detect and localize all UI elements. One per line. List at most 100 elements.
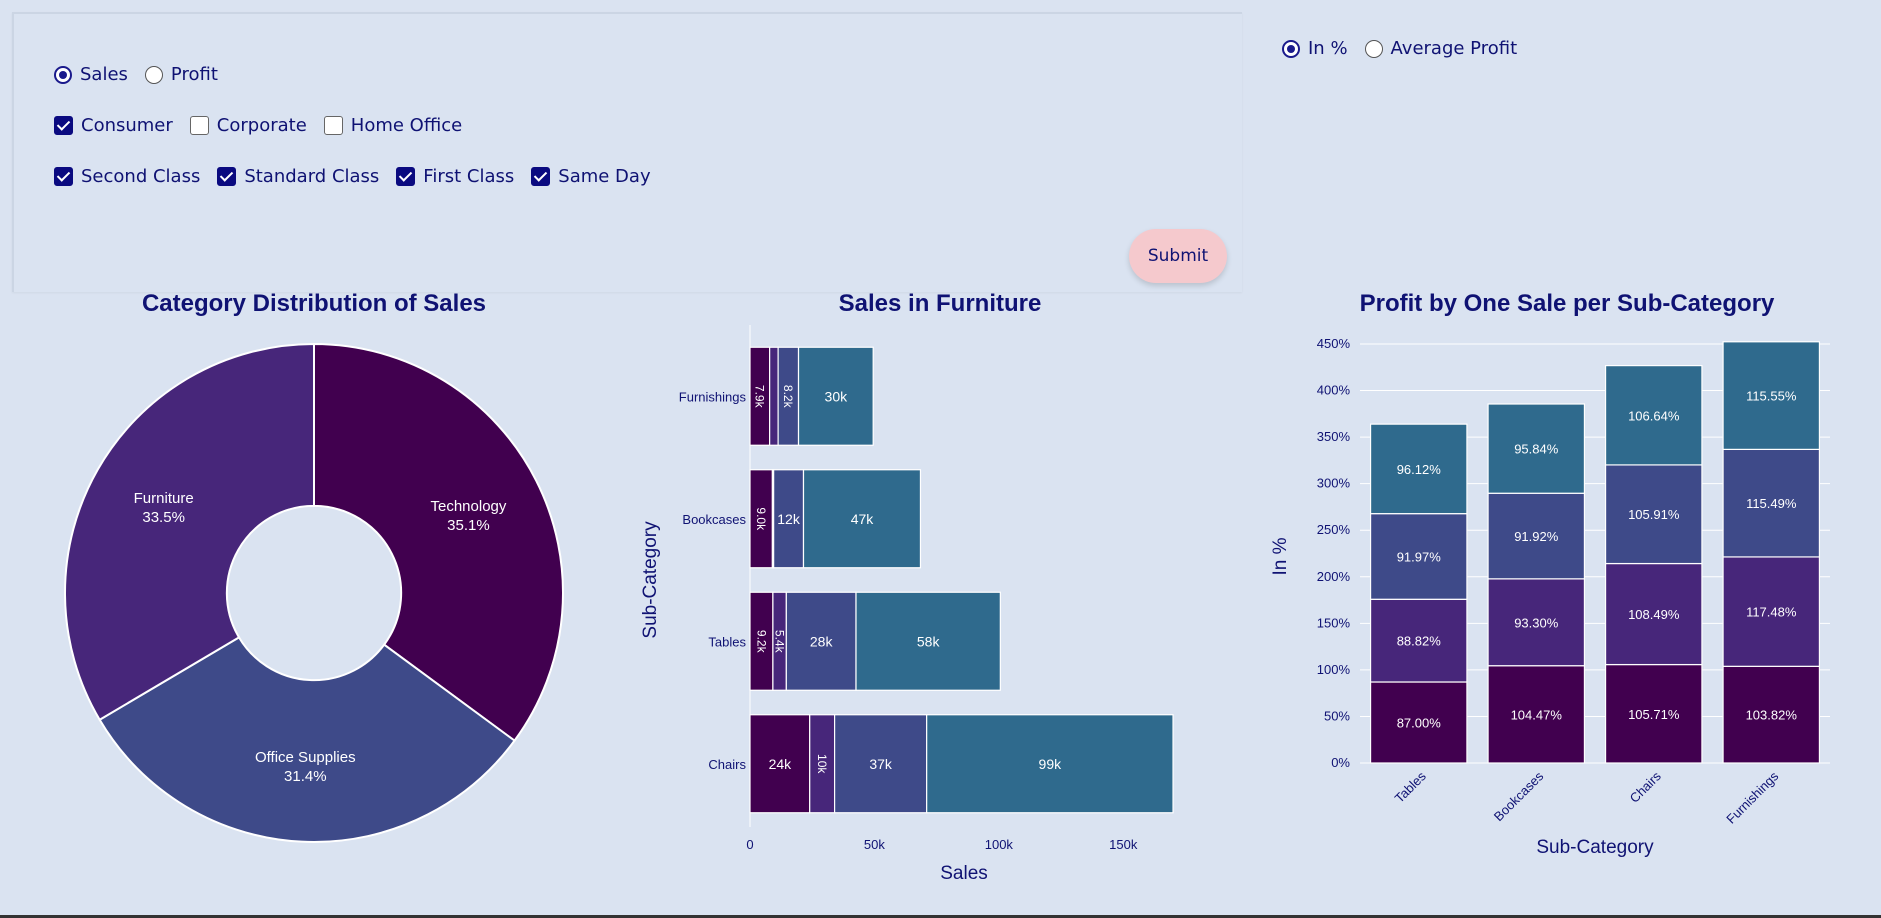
ship-option-same-day[interactable]: Same Day: [531, 166, 651, 187]
corporate-checkbox[interactable]: [189, 116, 209, 135]
bar-segment[interactable]: [1487, 578, 1586, 667]
consumer-checkbox[interactable]: [54, 116, 73, 135]
bar-data-label: 88.82%: [1397, 634, 1442, 649]
ship-option-standard-class[interactable]: Standard Class: [217, 166, 379, 187]
donut-slice-percent: 33.5%: [142, 509, 185, 526]
segment-label-home-office: Home Office: [350, 115, 463, 136]
bar-segment[interactable]: [1604, 365, 1703, 466]
donut-slice-label: Office Supplies 31.4%: [255, 749, 356, 785]
bar-data-label: 95.84%: [1514, 442, 1559, 457]
donut-slice-furniture[interactable]: [64, 342, 315, 722]
ship-label-standard-class: Standard Class: [244, 166, 380, 187]
x-tick-label: Bookcases: [1491, 768, 1547, 824]
donut-chart-title: Category Distribution of Sales: [141, 290, 487, 317]
bar-segment[interactable]: [769, 346, 779, 446]
y-tick-label: 300%: [1317, 476, 1351, 491]
segment-option-corporate[interactable]: Corporate: [189, 115, 307, 136]
bar-data-label: 103.82%: [1746, 708, 1798, 723]
bar-data-label: 47k: [851, 511, 875, 527]
bar-segment[interactable]: [855, 591, 1001, 691]
x-tick-label: Tables: [1392, 768, 1430, 806]
bar-data-label: 99k: [1039, 756, 1063, 772]
donut-slice-name: Technology: [431, 498, 507, 515]
sales-radio[interactable]: [54, 65, 72, 84]
x-axis-title: Sub-Category: [1536, 837, 1654, 858]
same-day-checkbox[interactable]: [531, 167, 551, 186]
profit-radio[interactable]: [144, 65, 163, 84]
y-tick-label: 100%: [1317, 662, 1351, 677]
bar-segment[interactable]: [1487, 403, 1586, 494]
bar-data-label: 37k: [869, 756, 893, 772]
bar-segment[interactable]: [1369, 598, 1468, 683]
ship-option-second-class[interactable]: Second Class: [54, 166, 200, 187]
bar-segment[interactable]: [1722, 556, 1821, 667]
y-tick-label: Bookcases: [682, 512, 746, 527]
segment-option-consumer[interactable]: Consumer: [54, 115, 173, 136]
ship-label-second-class: Second Class: [81, 166, 201, 187]
bar-segment[interactable]: [802, 469, 922, 569]
bar-data-label: 91.97%: [1397, 549, 1442, 564]
ship-option-first-class[interactable]: First Class: [396, 166, 514, 187]
bar-data-label: 93.30%: [1514, 615, 1559, 630]
donut-chart: Technology 35.1% Office Supplies 31.4% Furni…: [64, 342, 564, 843]
bar-segment[interactable]: [1604, 562, 1703, 666]
bar-segment[interactable]: [1487, 492, 1586, 580]
bar-segment[interactable]: [749, 714, 811, 814]
average-profit-radio[interactable]: [1364, 39, 1383, 58]
donut-slice-technology[interactable]: [313, 342, 564, 743]
bar-segment[interactable]: [834, 714, 928, 814]
profit-bar-chart: 0% 50% 100% 150% 200% 250% 300% 350% 400% 450% 87.…: [1270, 336, 1830, 858]
y-tick-label: 450%: [1317, 336, 1351, 351]
bar-segment[interactable]: [785, 591, 857, 691]
bar-segment[interactable]: [1369, 513, 1468, 600]
in-percent-radio[interactable]: [1282, 39, 1300, 58]
furniture-bar-chart: Furnishings 7.9k 8.2k 30k Bookcases 9.0k 12k 47…: [640, 325, 1174, 884]
bar-data-label: 12k: [777, 511, 801, 527]
submit-button[interactable]: Submit: [1129, 229, 1227, 283]
bar-segment[interactable]: [773, 469, 805, 569]
mode-option-average-profit[interactable]: Average Profit: [1364, 38, 1517, 59]
bar-data-label: 8.2k: [781, 385, 795, 409]
bar-segment[interactable]: [797, 346, 874, 446]
ship-label-first-class: First Class: [423, 166, 515, 187]
y-tick-label: Tables: [708, 634, 746, 649]
measure-option-profit[interactable]: Profit: [144, 64, 218, 85]
bar-data-label: 7.9k: [753, 385, 767, 409]
bottom-border: [0, 915, 1881, 918]
bar-data-label: 24k: [769, 756, 793, 772]
bar-segment[interactable]: [1604, 464, 1703, 565]
mode-label-in-percent: In %: [1308, 38, 1348, 59]
y-tick-label: 0%: [1331, 755, 1350, 770]
donut-slice-percent: 31.4%: [284, 768, 327, 785]
bar-segment[interactable]: [809, 714, 836, 814]
y-tick-label: 150%: [1317, 615, 1351, 630]
donut-slice-label: Technology 35.1%: [431, 498, 507, 534]
home-office-checkbox[interactable]: [323, 116, 343, 135]
measure-radio-group: Sales Profit: [54, 64, 235, 85]
standard-class-checkbox[interactable]: [217, 167, 237, 186]
bar-segment[interactable]: [926, 714, 1174, 814]
bar-segment[interactable]: [1369, 423, 1468, 515]
bar-data-label: 9.2k: [754, 630, 768, 654]
bar-data-label: 105.91%: [1628, 507, 1680, 522]
bar-segment[interactable]: [1487, 665, 1586, 764]
y-tick-label: Chairs: [708, 757, 746, 772]
mode-option-in-percent[interactable]: In %: [1282, 38, 1348, 59]
bar-data-label: 104.47%: [1511, 707, 1563, 722]
x-axis-title: Sales: [940, 863, 988, 884]
donut-slice-name: Furniture: [134, 490, 194, 507]
furniture-bar-chart-title: Sales in Furniture: [838, 290, 1042, 317]
bar-data-label: 30k: [825, 388, 849, 404]
bar-segment[interactable]: [1722, 341, 1821, 450]
donut-slice-office-supplies[interactable]: [98, 635, 516, 843]
bar-segment[interactable]: [1604, 663, 1703, 764]
bar-segment[interactable]: [1369, 681, 1468, 764]
filter-panel: Sales Profit Consumer Corporate Home Off…: [12, 12, 1242, 292]
first-class-checkbox[interactable]: [396, 167, 416, 186]
segment-option-home-office[interactable]: Home Office: [323, 115, 463, 136]
bar-segment[interactable]: [1722, 665, 1821, 764]
x-tick-label: 100k: [985, 837, 1014, 852]
measure-option-sales[interactable]: Sales: [54, 64, 128, 85]
profit-mode-radio-group: In % Average Profit: [1282, 38, 1534, 59]
second-class-checkbox[interactable]: [54, 167, 73, 186]
